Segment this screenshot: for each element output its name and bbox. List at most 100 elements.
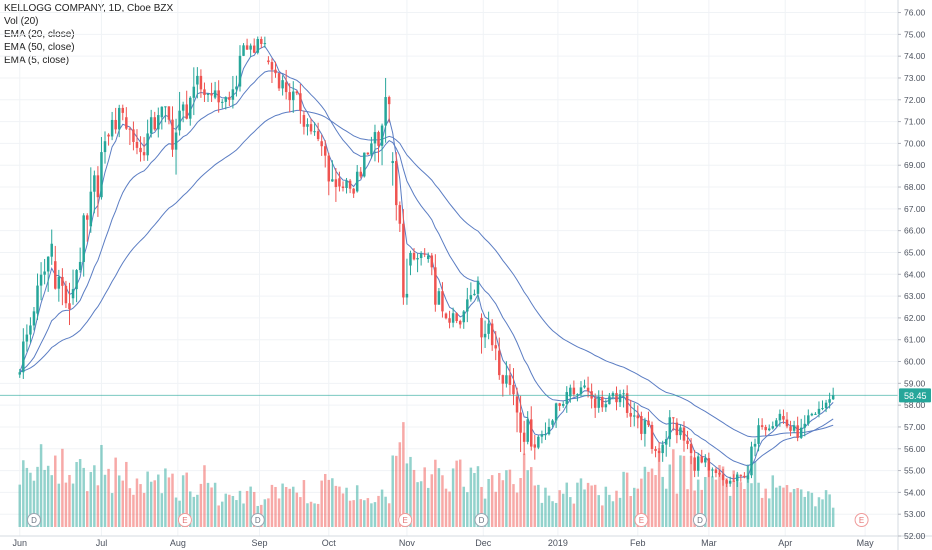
candle-body[interactable] bbox=[615, 393, 618, 403]
candle-body[interactable] bbox=[341, 186, 345, 188]
candle-body[interactable] bbox=[384, 97, 387, 126]
candle-body[interactable] bbox=[61, 276, 64, 286]
candle-body[interactable] bbox=[803, 423, 806, 428]
candle-body[interactable] bbox=[157, 115, 160, 130]
candle-body[interactable] bbox=[579, 387, 583, 395]
candle-body[interactable] bbox=[469, 295, 473, 300]
candle-body[interactable] bbox=[565, 392, 569, 405]
candle-body[interactable] bbox=[153, 117, 156, 130]
candle-body[interactable] bbox=[196, 75, 199, 85]
candle-body[interactable] bbox=[824, 402, 828, 409]
candle-body[interactable] bbox=[753, 443, 757, 447]
candle-body[interactable] bbox=[498, 350, 501, 376]
candle-body[interactable] bbox=[707, 458, 711, 471]
candle-body[interactable] bbox=[771, 426, 775, 429]
candle-body[interactable] bbox=[476, 280, 480, 294]
candle-body[interactable] bbox=[71, 289, 75, 299]
candle-body[interactable] bbox=[796, 425, 799, 438]
candle-body[interactable] bbox=[217, 90, 220, 103]
candle-body[interactable] bbox=[355, 171, 359, 192]
candle-body[interactable] bbox=[576, 394, 579, 396]
candle-body[interactable] bbox=[416, 258, 419, 260]
candle-body[interactable] bbox=[334, 179, 338, 188]
candle-body[interactable] bbox=[569, 387, 572, 397]
candle-body[interactable] bbox=[260, 38, 263, 44]
candle-body[interactable] bbox=[736, 474, 739, 481]
candle-body[interactable] bbox=[146, 133, 149, 156]
candle-body[interactable] bbox=[508, 375, 512, 385]
candle-body[interactable] bbox=[537, 436, 540, 448]
candle-body[interactable] bbox=[551, 420, 554, 425]
candle-body[interactable] bbox=[618, 394, 622, 403]
candle-body[interactable] bbox=[760, 425, 764, 427]
candle-body[interactable] bbox=[739, 474, 743, 476]
candle-body[interactable] bbox=[43, 271, 46, 275]
candle-body[interactable] bbox=[590, 391, 593, 399]
candle-body[interactable] bbox=[128, 128, 132, 130]
candle-body[interactable] bbox=[100, 152, 103, 198]
candle-body[interactable] bbox=[821, 408, 824, 410]
candle-body[interactable] bbox=[68, 303, 71, 310]
candle-body[interactable] bbox=[515, 396, 519, 413]
candle-body[interactable] bbox=[593, 398, 597, 408]
candle-body[interactable] bbox=[725, 480, 728, 484]
candle-body[interactable] bbox=[547, 426, 551, 435]
candle-body[interactable] bbox=[448, 318, 451, 323]
candle-body[interactable] bbox=[583, 385, 586, 388]
candle-body[interactable] bbox=[572, 387, 576, 395]
candle-body[interactable] bbox=[647, 420, 650, 425]
candle-body[interactable] bbox=[345, 180, 348, 188]
candle-body[interactable] bbox=[391, 161, 394, 164]
candle-body[interactable] bbox=[696, 456, 700, 471]
candle-body[interactable] bbox=[519, 412, 522, 433]
candle-body[interactable] bbox=[611, 393, 615, 397]
candle-body[interactable] bbox=[799, 427, 803, 438]
candle-body[interactable] bbox=[338, 178, 341, 187]
candle-body[interactable] bbox=[29, 325, 32, 335]
candle-body[interactable] bbox=[458, 320, 462, 325]
candle-body[interactable] bbox=[206, 93, 210, 96]
earnings-marker[interactable] bbox=[634, 513, 649, 527]
candle-body[interactable] bbox=[533, 444, 537, 448]
candle-body[interactable] bbox=[693, 457, 696, 471]
candle-body[interactable] bbox=[114, 119, 117, 130]
candle-body[interactable] bbox=[323, 146, 327, 156]
candle-body[interactable] bbox=[526, 419, 529, 442]
candle-body[interactable] bbox=[199, 75, 203, 90]
candle-body[interactable] bbox=[633, 415, 636, 417]
candle-body[interactable] bbox=[249, 45, 252, 50]
candle-body[interactable] bbox=[441, 291, 444, 312]
candle-body[interactable] bbox=[93, 175, 96, 192]
candle-body[interactable] bbox=[679, 427, 682, 436]
candle-body[interactable] bbox=[252, 45, 256, 53]
candle-body[interactable] bbox=[192, 86, 196, 98]
candle-body[interactable] bbox=[132, 129, 135, 142]
candle-body[interactable] bbox=[185, 104, 188, 119]
candle-body[interactable] bbox=[267, 60, 270, 63]
dividend-marker[interactable] bbox=[474, 513, 489, 527]
candle-body[interactable] bbox=[242, 45, 245, 56]
candle-body[interactable] bbox=[121, 107, 125, 113]
candle-body[interactable] bbox=[86, 215, 89, 220]
candle-body[interactable] bbox=[650, 424, 654, 449]
candle-body[interactable] bbox=[174, 132, 178, 150]
candle-body[interactable] bbox=[288, 92, 291, 101]
candle-body[interactable] bbox=[135, 141, 139, 148]
candle-body[interactable] bbox=[313, 131, 316, 133]
candle-body[interactable] bbox=[36, 285, 39, 314]
candle-body[interactable] bbox=[423, 253, 426, 255]
candle-body[interactable] bbox=[402, 223, 405, 298]
candle-body[interactable] bbox=[657, 450, 661, 454]
candle-body[interactable] bbox=[689, 443, 693, 454]
candle-body[interactable] bbox=[746, 475, 750, 480]
candle-body[interactable] bbox=[554, 403, 558, 421]
earnings-marker[interactable] bbox=[854, 513, 869, 527]
candle-body[interactable] bbox=[704, 458, 707, 463]
candle-body[interactable] bbox=[473, 293, 476, 296]
candle-body[interactable] bbox=[767, 428, 771, 431]
candle-body[interactable] bbox=[213, 90, 217, 98]
candle-body[interactable] bbox=[235, 86, 238, 90]
candle-body[interactable] bbox=[586, 387, 590, 392]
candle-body[interactable] bbox=[327, 155, 331, 182]
candle-body[interactable] bbox=[810, 413, 814, 416]
